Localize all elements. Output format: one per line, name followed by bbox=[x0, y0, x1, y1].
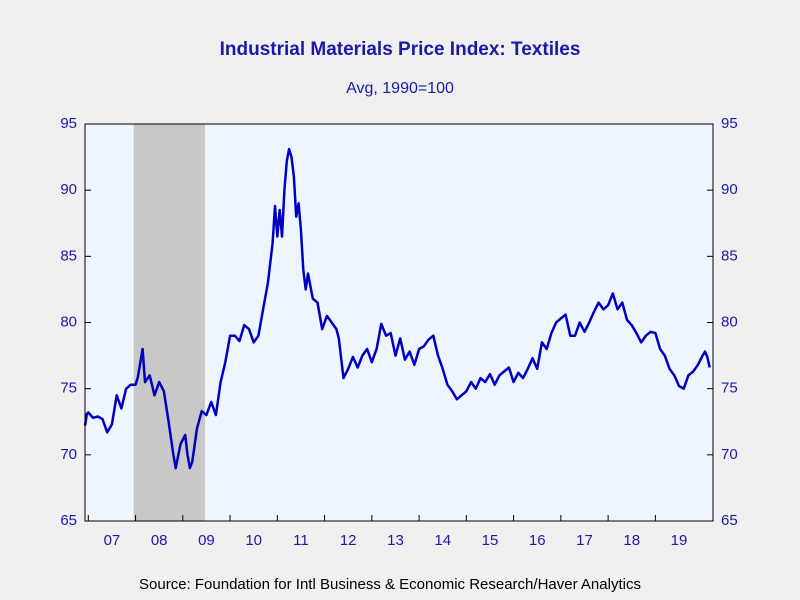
x-tick-label: 11 bbox=[293, 532, 309, 549]
x-tick-label: 12 bbox=[340, 532, 357, 549]
y-tick-label: 75 bbox=[60, 380, 77, 397]
x-tick-label: 13 bbox=[387, 532, 404, 549]
y-tick-label: 95 bbox=[60, 115, 77, 132]
x-tick-label: 14 bbox=[434, 532, 451, 549]
x-tick-label: 10 bbox=[245, 532, 262, 549]
recession-shade bbox=[133, 124, 206, 521]
y2-tick-label: 85 bbox=[721, 247, 738, 264]
x-tick-label: 08 bbox=[151, 532, 168, 549]
y-tick-label: 65 bbox=[60, 512, 77, 529]
x-tick-label: 17 bbox=[576, 532, 593, 549]
y2-tick-label: 70 bbox=[721, 446, 738, 463]
y-tick-label: 80 bbox=[60, 313, 77, 330]
y2-tick-label: 95 bbox=[721, 115, 738, 132]
y-tick-label: 85 bbox=[60, 247, 77, 264]
source-note: Source: Foundation for Intl Business & E… bbox=[139, 576, 641, 593]
x-tick-label: 18 bbox=[623, 532, 640, 549]
y2-tick-label: 90 bbox=[721, 181, 738, 198]
x-tick-label: 07 bbox=[104, 532, 121, 549]
y-tick-label: 90 bbox=[60, 181, 77, 198]
x-tick-label: 09 bbox=[198, 532, 215, 549]
y2-tick-label: 80 bbox=[721, 313, 738, 330]
plot-frame bbox=[84, 123, 714, 522]
y2-tick-label: 65 bbox=[721, 512, 738, 529]
y2-tick-label: 75 bbox=[721, 380, 738, 397]
x-tick-label: 19 bbox=[671, 532, 688, 549]
y-tick-label: 70 bbox=[60, 446, 77, 463]
chart-title: Industrial Materials Price Index: Textil… bbox=[220, 39, 581, 60]
chart-subtitle: Avg, 1990=100 bbox=[346, 80, 454, 97]
x-tick-label: 16 bbox=[529, 532, 546, 549]
x-tick-label: 15 bbox=[482, 532, 499, 549]
data-line bbox=[83, 147, 711, 470]
